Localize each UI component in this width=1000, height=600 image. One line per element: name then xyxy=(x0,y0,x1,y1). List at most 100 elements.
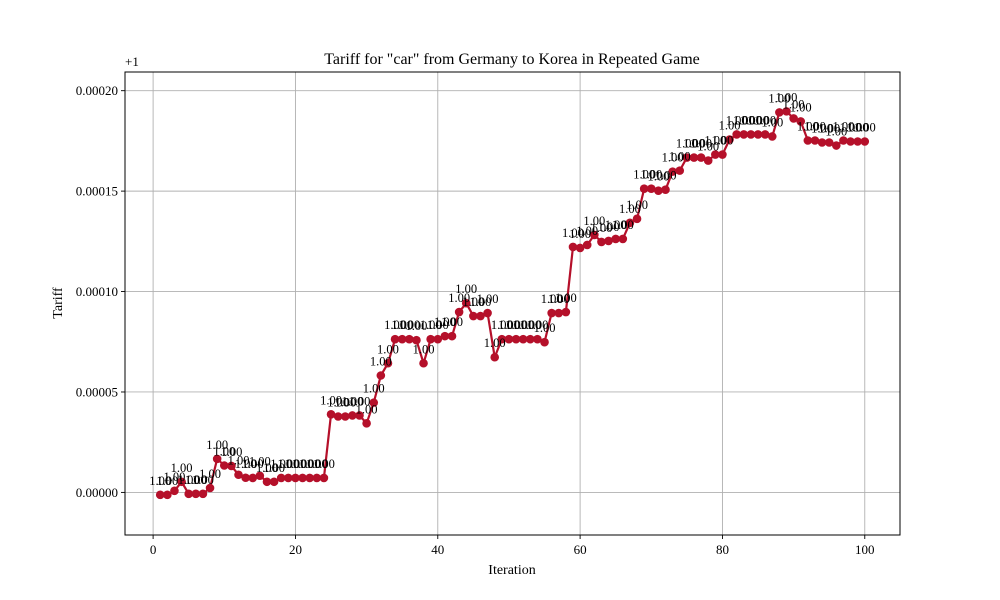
data-point xyxy=(839,136,848,145)
data-point-label: 1.00 xyxy=(726,113,748,127)
data-point xyxy=(554,308,564,318)
data-point-label: 1.00 xyxy=(790,100,812,114)
data-point xyxy=(540,337,549,347)
data-point-label: 1.00 xyxy=(306,457,328,471)
data-point xyxy=(476,311,485,321)
data-point-label: 1.00 xyxy=(854,121,876,135)
data-point xyxy=(782,107,791,116)
data-point-label: 1.00 xyxy=(662,151,684,165)
data-point-label: 1.00 xyxy=(178,473,200,487)
data-point-label: 1.00 xyxy=(640,168,662,182)
data-point-label: 1.00 xyxy=(676,137,698,151)
data-point-label: 1.00 xyxy=(491,318,513,332)
data-point-label: 1.00 xyxy=(334,395,356,409)
data-point-label: 1.00 xyxy=(213,444,235,458)
data-point xyxy=(597,237,606,247)
data-point-label: 1.00 xyxy=(526,318,548,332)
data-point xyxy=(269,477,279,487)
data-point xyxy=(689,153,699,162)
x-tick-label: 20 xyxy=(289,542,302,557)
data-point xyxy=(582,240,592,250)
chart-title: Tariff for "car" from Germany to Korea i… xyxy=(324,51,699,68)
data-point-label: 1.00 xyxy=(477,292,499,306)
data-point-label: 1.00 xyxy=(583,214,605,228)
data-point xyxy=(333,412,343,421)
data-point xyxy=(461,298,471,308)
data-point xyxy=(525,334,535,344)
data-point xyxy=(419,358,428,368)
data-point-label: 1.00 xyxy=(783,97,805,111)
y-axis-label: Tariff xyxy=(51,287,66,319)
data-point xyxy=(362,419,371,428)
data-point-label: 1.00 xyxy=(768,91,790,105)
data-point xyxy=(590,230,599,240)
data-point xyxy=(170,486,179,496)
data-point-label: 1.00 xyxy=(256,461,278,475)
data-point xyxy=(860,137,870,146)
data-point xyxy=(390,334,400,344)
data-point-label: 1.00 xyxy=(455,282,477,296)
data-point-label: 1.00 xyxy=(285,457,307,471)
x-tick-label: 100 xyxy=(855,542,875,557)
data-point xyxy=(469,311,478,321)
data-point-label: 1.00 xyxy=(598,220,620,234)
data-point xyxy=(312,473,322,483)
data-point xyxy=(718,150,727,159)
point-labels-group: 1.001.001.001.001.001.001.001.001.001.00… xyxy=(149,90,875,487)
data-point xyxy=(291,473,300,483)
data-point-label: 1.00 xyxy=(242,457,264,471)
data-point-label: 1.00 xyxy=(171,461,193,475)
data-point xyxy=(255,471,265,481)
x-tick-label: 80 xyxy=(716,542,729,557)
x-tick-label: 40 xyxy=(431,542,444,557)
y-tick-label: 0.00010 xyxy=(76,284,118,299)
data-point-label: 1.00 xyxy=(840,121,862,135)
data-point xyxy=(739,130,749,139)
data-point xyxy=(440,331,450,341)
data-point-label: 1.00 xyxy=(548,292,570,306)
data-point xyxy=(625,218,635,228)
data-point xyxy=(497,334,507,344)
data-point-label: 1.00 xyxy=(434,315,456,329)
data-point xyxy=(575,243,585,253)
x-tick-label: 60 xyxy=(574,542,587,557)
data-point xyxy=(711,150,720,159)
data-point xyxy=(654,186,663,196)
data-point-label: 1.00 xyxy=(263,461,285,475)
data-point-label: 1.00 xyxy=(569,227,591,241)
data-point-label: 1.00 xyxy=(619,202,641,216)
data-point xyxy=(447,331,457,341)
data-point-label: 1.00 xyxy=(398,318,420,332)
data-point xyxy=(767,132,777,141)
data-point xyxy=(369,398,379,407)
data-point xyxy=(348,411,357,420)
data-point-label: 1.00 xyxy=(712,134,734,148)
data-point-label: 1.00 xyxy=(719,118,741,132)
data-point xyxy=(405,334,414,344)
data-point xyxy=(832,141,841,150)
data-point-label: 1.00 xyxy=(164,470,186,484)
data-point xyxy=(426,334,435,344)
data-point-label: 1.00 xyxy=(612,218,634,232)
data-point-label: 1.00 xyxy=(605,218,627,232)
data-point-label: 1.00 xyxy=(413,342,435,356)
data-point xyxy=(547,308,556,318)
data-point xyxy=(412,335,421,345)
data-point xyxy=(177,477,186,487)
data-point-label: 1.00 xyxy=(591,221,613,235)
data-point xyxy=(198,489,208,499)
data-point xyxy=(163,490,172,500)
data-point xyxy=(561,307,571,317)
data-point-label: 1.00 xyxy=(740,113,762,127)
data-point-label: 1.00 xyxy=(199,467,221,481)
data-point-label: 1.00 xyxy=(270,457,292,471)
data-point xyxy=(298,473,307,483)
data-point xyxy=(397,334,407,344)
data-point-label: 1.00 xyxy=(206,438,228,452)
data-point xyxy=(661,185,670,195)
y-tick-label: 0.00015 xyxy=(76,184,118,199)
grid-lines xyxy=(125,72,900,535)
data-point-label: 1.00 xyxy=(818,122,840,136)
data-point xyxy=(248,473,258,483)
